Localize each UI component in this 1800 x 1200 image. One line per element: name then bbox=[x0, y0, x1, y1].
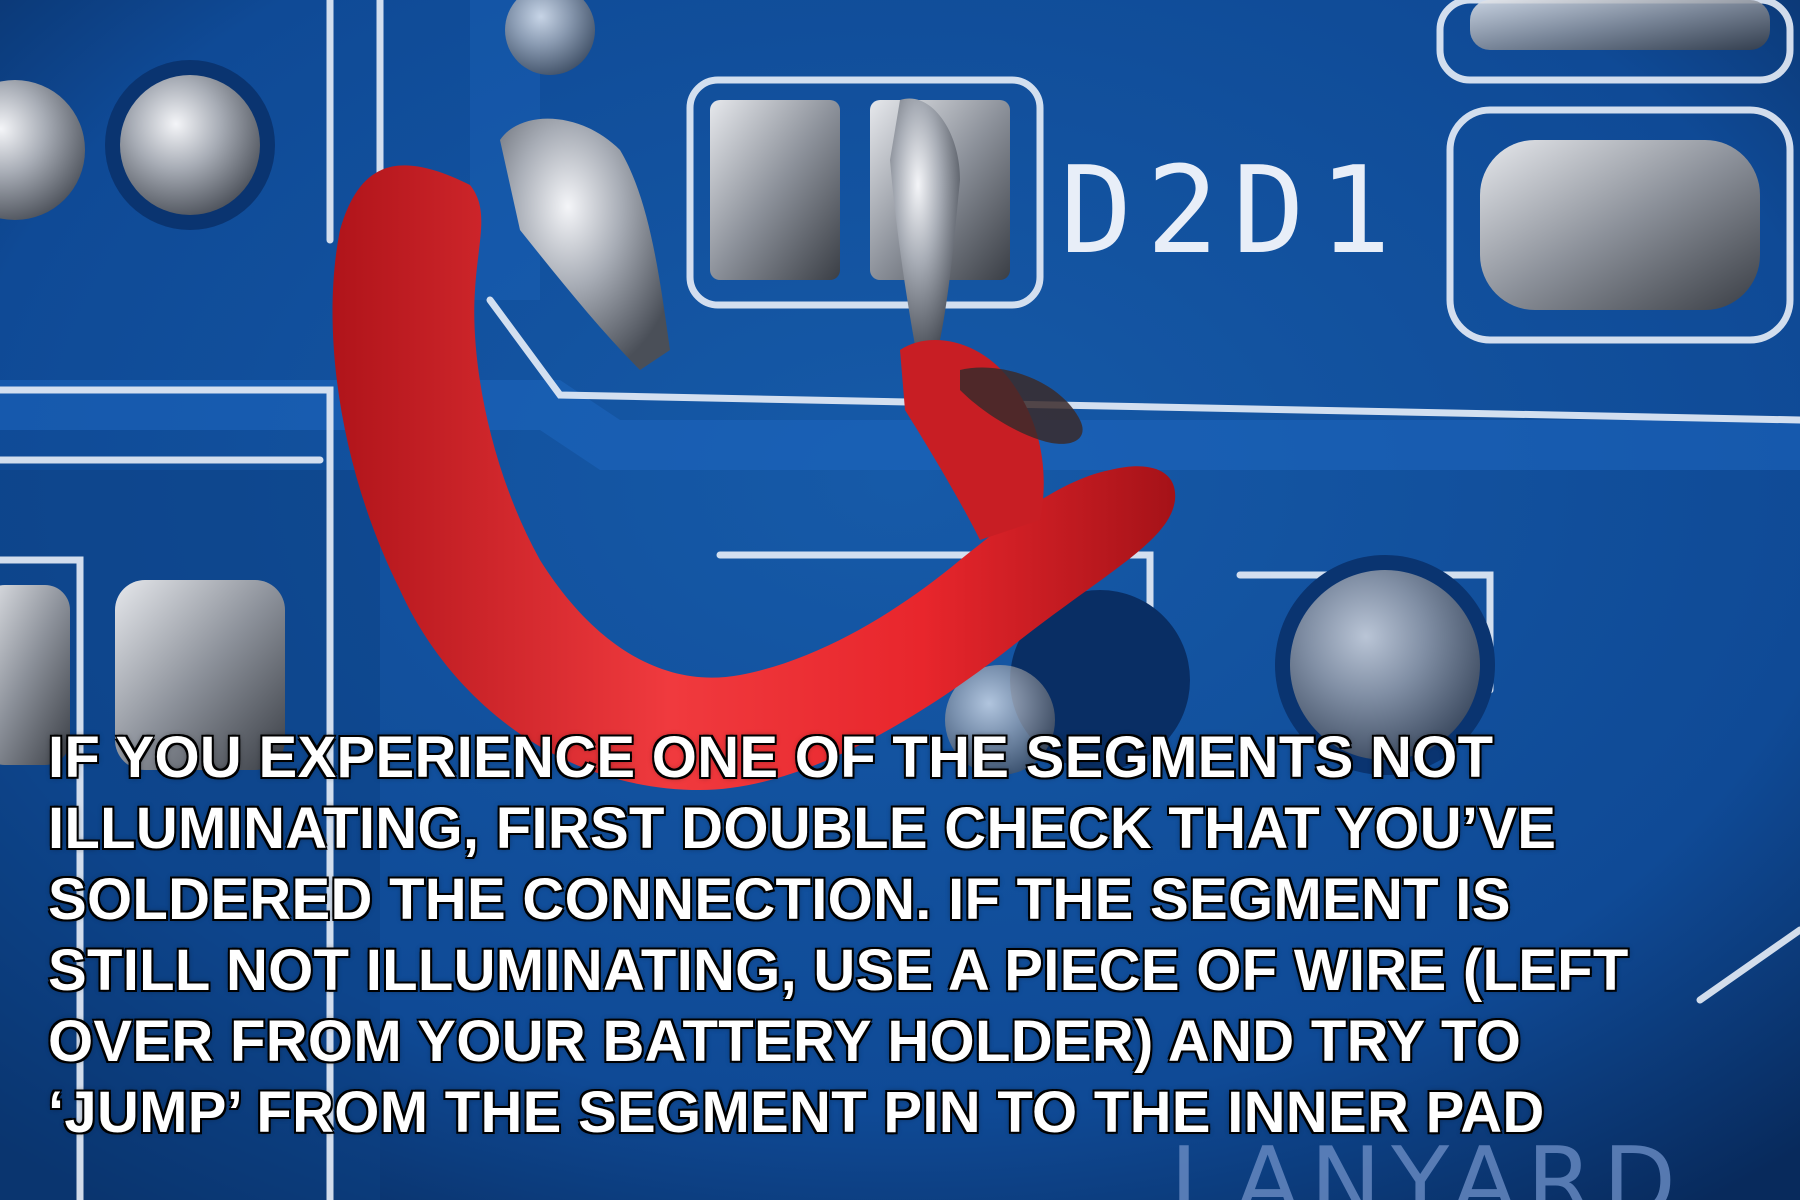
solder-pad bbox=[0, 80, 85, 220]
board-bottom-label: LANYARD bbox=[1170, 1128, 1686, 1200]
solder-pad bbox=[505, 0, 595, 75]
solder-joint bbox=[500, 118, 670, 370]
wire-end-insulation bbox=[960, 367, 1083, 444]
instruction-caption: IF YOU EXPERIENCE ONE OF THE SEGMENTS NO… bbox=[47, 722, 1768, 1148]
caption-line: STILL NOT ILLUMINATING, USE A PIECE OF W… bbox=[47, 937, 1629, 1004]
board-label: D2D1 bbox=[1060, 142, 1405, 281]
caption-line: SOLDERED THE CONNECTION. IF THE SEGMENT … bbox=[47, 866, 1511, 933]
solder-pad bbox=[120, 75, 260, 215]
solder-pad bbox=[945, 665, 1055, 775]
caption-line: OVER FROM YOUR BATTERY HOLDER) AND TRY T… bbox=[47, 1008, 1522, 1075]
solder-pad bbox=[1010, 590, 1190, 770]
smd-pad bbox=[710, 100, 840, 280]
solder-pad bbox=[115, 580, 285, 770]
smd-pad bbox=[1480, 140, 1760, 310]
solder-joint bbox=[890, 98, 960, 345]
red-jumper-wire bbox=[332, 165, 1176, 791]
solder-pad bbox=[0, 585, 70, 765]
caption-line: IF YOU EXPERIENCE ONE OF THE SEGMENTS NO… bbox=[47, 724, 1494, 791]
caption-line: ILLUMINATING, FIRST DOUBLE CHECK THAT YO… bbox=[47, 795, 1557, 862]
smd-pad bbox=[1470, 0, 1770, 50]
solder-pad bbox=[1290, 570, 1480, 760]
caption-line: ‘JUMP’ FROM THE SEGMENT PIN TO THE INNER… bbox=[47, 1079, 1545, 1146]
